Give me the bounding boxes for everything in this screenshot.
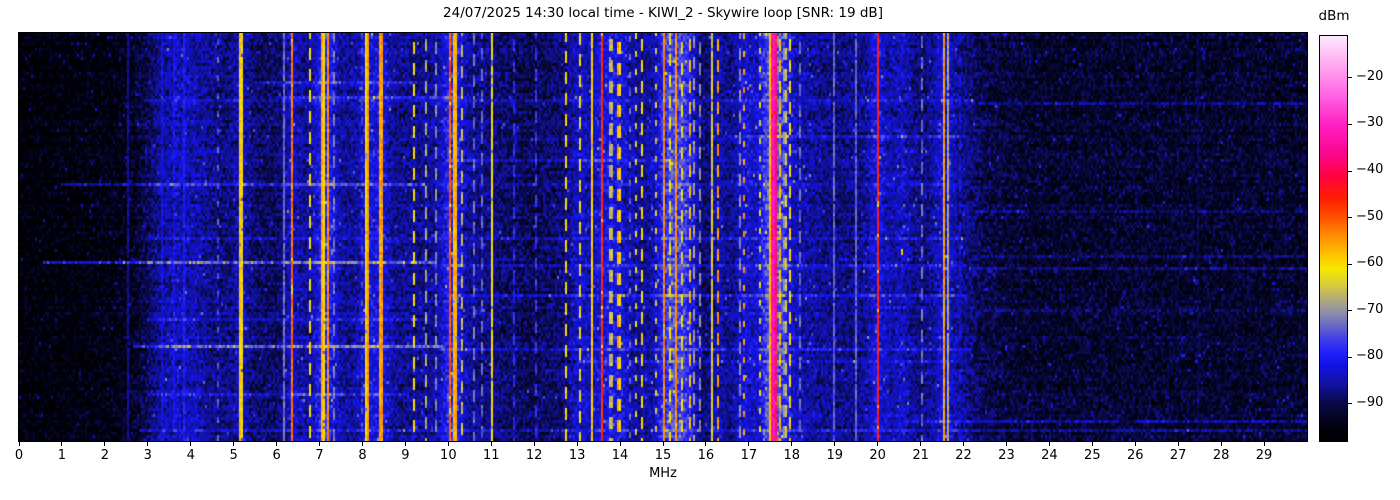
x-tick-label: 13 [568,448,586,463]
x-tick [920,442,922,446]
x-tick [877,442,879,446]
x-tick [447,442,449,446]
x-tick [104,442,106,446]
x-tick-label: 15 [654,448,672,463]
x-tick-label: 14 [611,448,629,463]
x-tick [1091,442,1093,446]
colorbar-tick-label: −40 [1356,162,1384,177]
x-tick-label: 10 [440,448,457,463]
x-tick [1134,442,1136,446]
colorbar-tick [1348,263,1352,265]
x-tick [748,442,750,446]
x-tick [190,442,192,446]
colorbar-tick-label: −30 [1356,115,1384,131]
colorbar-label: dBm [1318,8,1350,24]
x-tick [1005,442,1007,446]
x-tick-label: 8 [358,448,367,463]
x-tick-label: 12 [525,448,543,463]
colorbar-tick-label: −80 [1356,348,1384,364]
x-tick [1048,442,1050,446]
x-tick-label: 4 [186,448,195,463]
x-tick-label: 29 [1255,448,1273,463]
x-tick [404,442,406,446]
colorbar-tick [1348,123,1352,125]
x-tick [662,442,664,446]
x-axis-label: MHz [649,466,677,481]
x-tick-label: 1 [57,448,67,463]
x-tick [1177,442,1179,446]
x-tick [361,442,363,446]
x-tick-label: 23 [998,448,1015,463]
x-tick-label: 28 [1212,448,1230,463]
x-tick-label: 9 [401,448,410,463]
plot-title: 24/07/2025 14:30 local time - KIWI_2 - S… [443,5,883,21]
x-tick [276,442,278,446]
x-tick-label: 27 [1169,448,1187,463]
x-tick-label: 26 [1126,448,1144,463]
x-tick-label: 16 [697,448,715,463]
x-tick-label: 21 [912,448,929,463]
x-tick-label: 22 [955,448,972,463]
x-tick [61,442,63,446]
x-tick-label: 18 [783,448,801,463]
colorbar-tick [1348,356,1352,358]
colorbar-tick-label: −60 [1356,255,1384,271]
x-tick-label: 0 [14,448,24,463]
x-tick [490,442,492,446]
colorbar-tick [1348,217,1352,219]
colorbar-tick [1348,310,1352,312]
x-tick-label: 17 [740,448,758,463]
x-tick [576,442,578,446]
x-tick [1220,442,1222,446]
x-tick-label: 3 [143,448,152,463]
x-tick [233,442,235,446]
x-tick [18,442,20,446]
colorbar-canvas [1319,35,1348,442]
x-tick [619,442,621,446]
colorbar-tick [1348,403,1352,405]
colorbar-tick [1348,77,1352,79]
colorbar-tick-label: −70 [1356,301,1384,317]
colorbar-tick-label: −90 [1356,394,1384,410]
colorbar-tick-label: −20 [1356,68,1384,84]
x-tick-label: 2 [100,448,109,463]
x-tick-label: 19 [826,448,843,463]
x-tick [1263,442,1265,446]
x-tick [963,442,965,446]
x-tick [319,442,321,446]
x-tick-label: 5 [229,448,238,463]
spectrogram-canvas [18,32,1308,442]
x-tick-label: 6 [272,448,281,463]
x-tick [834,442,836,446]
x-tick-label: 20 [869,448,886,463]
x-tick [791,442,793,446]
colorbar-tick-label: −50 [1356,208,1384,224]
x-tick-label: 11 [482,448,500,463]
x-tick-label: 25 [1084,448,1101,463]
colorbar-tick [1348,170,1352,172]
x-tick-label: 7 [315,448,324,463]
x-tick-label: 24 [1041,448,1058,463]
x-tick [705,442,707,446]
x-tick [533,442,535,446]
x-tick [147,442,149,446]
